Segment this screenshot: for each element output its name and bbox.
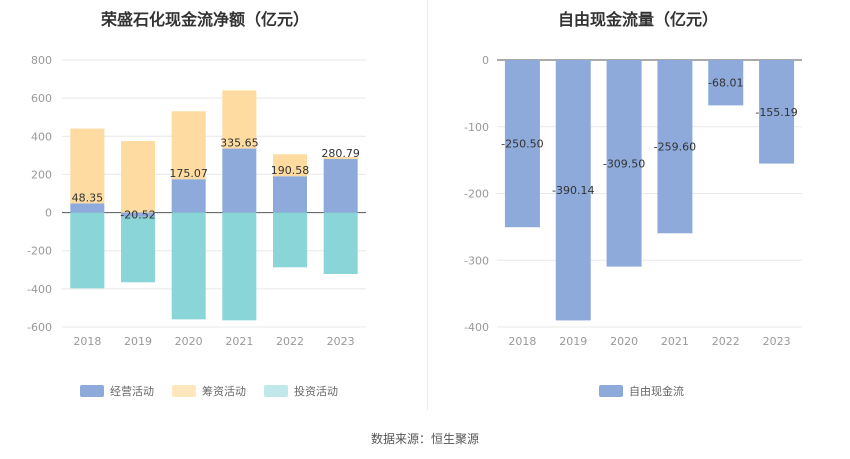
data-label: 335.65 — [220, 137, 259, 150]
y-tick-label: 0 — [482, 54, 489, 67]
legend-label-operating: 经营活动 — [110, 385, 154, 398]
bar — [504, 60, 540, 228]
legend-item-investing[interactable]: 投资活动 — [264, 383, 338, 399]
bar-segment — [222, 148, 257, 213]
data-label: -390.14 — [552, 184, 594, 197]
chart1-title: 荣盛石化现金流净额（亿元） — [100, 10, 310, 29]
bar-segment — [222, 90, 257, 149]
data-source-note: 数据来源：恒生聚源 — [370, 432, 479, 446]
free-cashflow-bar-chart: 0 -100 -200 -300 -400 2018 -250.50 2019 -390.14 2… — [464, 54, 802, 348]
bar-segment — [323, 159, 358, 213]
y-tick-label: 800 — [31, 54, 52, 67]
data-label: 280.79 — [321, 147, 360, 160]
data-label: -68.01 — [708, 77, 743, 90]
x-tick-label: 2018 — [508, 335, 536, 348]
x-tick-label: 2023 — [763, 335, 791, 348]
bar-segment — [121, 212, 155, 217]
bar-segment — [273, 154, 307, 177]
x-tick-label: 2023 — [327, 335, 355, 348]
y-tick-label: -400 — [27, 283, 52, 296]
bar-segment — [121, 141, 155, 213]
y-tick-label: -200 — [464, 188, 489, 201]
x-tick-label: 2022 — [276, 335, 304, 348]
bar — [657, 60, 693, 234]
x-tick-label: 2020 — [610, 335, 638, 348]
x-tick-label: 2021 — [661, 335, 689, 348]
bar — [759, 60, 795, 164]
data-label: 190.58 — [271, 164, 310, 177]
x-tick-label: 2018 — [73, 335, 101, 348]
x-tick-label: 2021 — [225, 335, 253, 348]
data-label: -259.60 — [654, 141, 696, 154]
y-tick-label: -200 — [27, 245, 52, 258]
bar-segment — [273, 212, 307, 268]
y-tick-label: 400 — [31, 130, 52, 143]
data-label: -20.52 — [120, 209, 155, 222]
x-tick-label: 2020 — [175, 335, 203, 348]
y-tick-label: -100 — [464, 121, 489, 134]
bar-segment — [121, 216, 155, 283]
legend-swatch-operating — [80, 385, 104, 397]
bar-segment — [70, 128, 105, 204]
legend-item-operating[interactable]: 经营活动 — [80, 383, 154, 399]
legend-label-financing: 筹资活动 — [202, 385, 246, 398]
chart2-title: 自由现金流量（亿元） — [557, 10, 719, 29]
legend-label-free-cashflow: 自由现金流 — [629, 385, 684, 398]
x-tick-label: 2022 — [712, 335, 740, 348]
bar — [708, 60, 744, 106]
bar-segment — [171, 111, 206, 180]
chart2-legend: 自由现金流 — [599, 383, 684, 399]
bar-segment — [323, 212, 358, 274]
legend-swatch-free-cashflow — [599, 385, 623, 397]
bar-segment — [171, 179, 206, 213]
legend-item-free-cashflow[interactable]: 自由现金流 — [599, 383, 684, 399]
chart-divider — [427, 0, 428, 410]
chart1-legend: 经营活动 筹资活动 投资活动 — [80, 383, 338, 399]
bar — [606, 60, 642, 267]
data-label: -309.50 — [603, 157, 645, 170]
data-label: 48.35 — [72, 191, 104, 204]
legend-swatch-financing — [172, 385, 196, 397]
bar-segment — [323, 157, 358, 160]
y-tick-label: -400 — [464, 321, 489, 334]
x-tick-label: 2019 — [124, 335, 152, 348]
bar-segment — [222, 212, 257, 321]
data-label: -250.50 — [501, 138, 543, 151]
y-tick-label: 200 — [31, 168, 52, 181]
bar-segment — [70, 203, 105, 213]
legend-swatch-investing — [264, 385, 288, 397]
legend-label-investing: 投资活动 — [294, 385, 338, 398]
y-tick-label: -300 — [464, 254, 489, 267]
bar-segment — [171, 212, 206, 320]
data-label: -155.19 — [755, 106, 797, 119]
cashflow-stacked-bar-chart: 800 600 400 200 0 -200 -400 -600 2018 48.35 2019 -2… — [27, 54, 366, 348]
bar — [555, 60, 591, 321]
bar-segment — [70, 212, 105, 289]
x-tick-label: 2019 — [559, 335, 587, 348]
y-tick-label: 600 — [31, 92, 52, 105]
legend-item-financing[interactable]: 筹资活动 — [172, 383, 246, 399]
y-tick-label: 0 — [45, 207, 52, 220]
bar-segment — [273, 176, 307, 213]
y-tick-label: -600 — [27, 321, 52, 334]
data-label: 175.07 — [169, 167, 208, 180]
